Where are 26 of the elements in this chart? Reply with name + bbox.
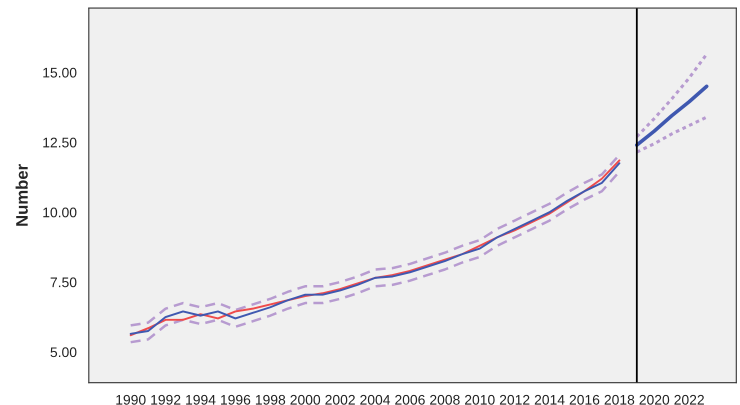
x-tick-label: 1998 — [256, 394, 286, 405]
y-axis-title: Number — [16, 164, 28, 226]
line-series — [635, 52, 708, 138]
x-tick-label: 2002 — [325, 394, 355, 405]
x-tick-label: 2016 — [570, 394, 600, 405]
x-tick-label: 2012 — [500, 394, 530, 405]
x-tick-label: 2000 — [290, 394, 320, 405]
y-tick-label: 5.00 — [50, 347, 76, 358]
x-tick-label: 2014 — [534, 394, 565, 405]
y-tick-label: 12.50 — [43, 138, 76, 148]
x-tick-label: 1994 — [186, 394, 216, 405]
x-tick-label: 1990 — [116, 394, 146, 405]
x-tick-label: 2006 — [395, 394, 425, 405]
y-tick-label: 10.00 — [43, 208, 76, 218]
line-series — [635, 84, 708, 147]
x-tick-label: 2004 — [360, 394, 390, 405]
x-tick-label: 2010 — [464, 394, 495, 405]
line-series — [635, 116, 708, 154]
y-tick-label: 7.50 — [50, 277, 76, 288]
x-tick-label: 2018 — [604, 394, 634, 405]
x-tick-label: 2022 — [674, 394, 704, 405]
y-tick-label: 15.00 — [43, 68, 76, 78]
x-tick-label: 2020 — [640, 394, 670, 405]
x-tick-label: 2008 — [430, 394, 460, 405]
x-tick-label: 1996 — [221, 394, 250, 405]
x-tick-label: 1992 — [151, 394, 180, 405]
